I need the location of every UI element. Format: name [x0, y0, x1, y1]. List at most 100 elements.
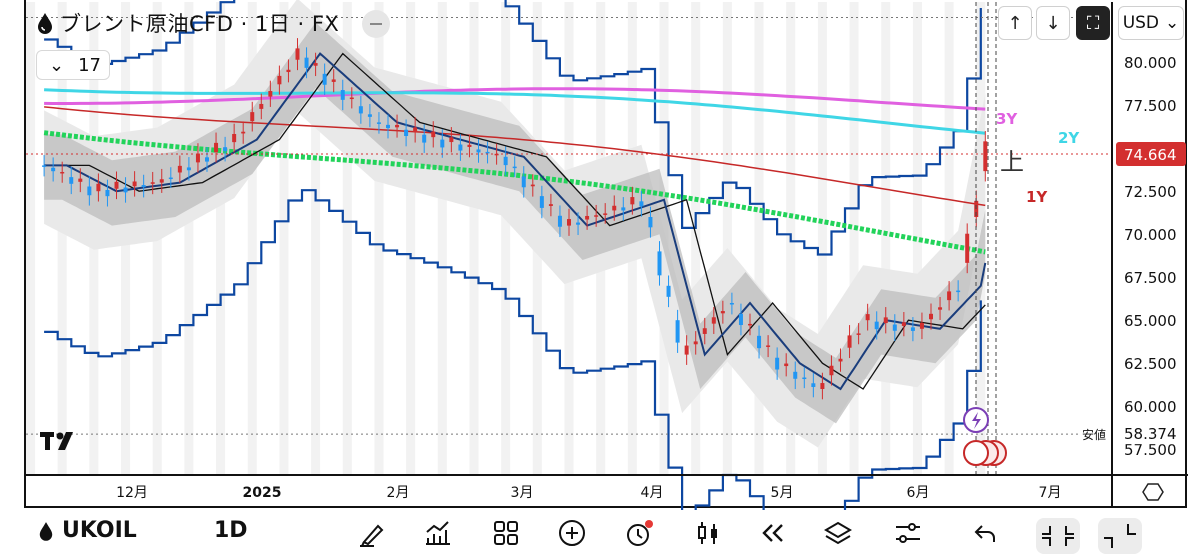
session-band — [944, 2, 954, 475]
hide-icon[interactable] — [362, 10, 390, 38]
candle-body — [784, 363, 789, 367]
candle-body — [657, 251, 662, 276]
indicator-toggle[interactable]: ⌄ 17 — [36, 50, 110, 80]
candle-body — [567, 219, 571, 226]
candle-body — [874, 321, 879, 330]
session-band — [216, 2, 226, 475]
candle-body — [404, 129, 409, 137]
alarm-icon[interactable] — [622, 518, 654, 548]
tradingview-logo — [40, 432, 73, 450]
candle-body — [621, 207, 626, 211]
candle-body — [929, 313, 933, 320]
price-chart[interactable]: 80.000 77.500 72.500 70.000 67.500 65.000 62.5… — [0, 0, 1199, 510]
session-band — [849, 2, 859, 475]
candle-body — [983, 141, 988, 172]
candle-body — [241, 131, 246, 134]
candle-body — [594, 215, 599, 217]
candle-body — [630, 197, 635, 205]
undo-icon[interactable] — [970, 518, 1002, 548]
candle-body — [232, 133, 237, 143]
chart-title: ブレント原油CFD · 1日 · FX — [60, 12, 340, 36]
ma-green-line — [43, 130, 986, 255]
chevron-down-icon: ⌄ — [49, 54, 65, 76]
scroll-up-button[interactable]: ↑ — [998, 6, 1032, 40]
indicator-count: 17 — [78, 54, 101, 76]
candle-body — [205, 157, 209, 162]
candle-body — [901, 322, 906, 326]
low-value: 58.374 — [1124, 425, 1177, 443]
axis-settings-icon[interactable] — [1142, 483, 1164, 501]
candle-body — [720, 311, 725, 314]
settings-sliders-icon[interactable] — [892, 518, 924, 548]
fullscreen-icon[interactable]: ⛶ — [1076, 6, 1110, 40]
candle-body — [494, 153, 499, 156]
price-tick-label: 80.000 — [1124, 54, 1177, 72]
candle-body — [548, 204, 553, 206]
ma-3y-line — [44, 87, 986, 111]
session-band — [247, 2, 257, 475]
scroll-down-button[interactable]: ↓ — [1036, 6, 1070, 40]
candle-body — [78, 178, 83, 182]
time-tick-label: 2025 — [243, 485, 282, 501]
candle-body — [123, 187, 128, 193]
candle-body — [386, 124, 390, 129]
price-tick-label: 62.500 — [1124, 355, 1177, 373]
time-tick-label: 4月 — [641, 485, 664, 501]
candle-body — [684, 345, 689, 355]
layout-icon[interactable] — [490, 518, 522, 548]
candle-body — [648, 217, 653, 228]
session-band — [57, 2, 67, 475]
candle-body — [358, 106, 363, 114]
session-band — [469, 2, 479, 475]
candle-body — [186, 167, 191, 171]
candle-body — [576, 222, 581, 225]
candle-body — [42, 165, 47, 167]
low-value-bg — [1116, 424, 1184, 445]
candle-body — [883, 317, 888, 324]
ma-2y-line — [44, 88, 986, 135]
session-band — [691, 2, 701, 475]
collapse-icon[interactable] — [1036, 518, 1080, 554]
candle-body — [820, 383, 825, 389]
lightning-icon — [972, 412, 981, 429]
us-flag-event-icon[interactable] — [963, 440, 989, 466]
oil-drop-icon — [38, 13, 52, 34]
indicators-icon[interactable] — [422, 518, 454, 548]
add-icon[interactable] — [556, 518, 588, 548]
candle-body — [467, 144, 472, 147]
candle-body — [96, 183, 101, 192]
currency-select[interactable]: USD ⌄ — [1118, 6, 1184, 40]
candle-body — [195, 153, 200, 163]
symbol-selector[interactable]: UKOIL — [38, 518, 137, 543]
chevron-down-icon: ⌄ — [1165, 13, 1180, 33]
session-band — [912, 2, 922, 475]
candle-body — [141, 185, 146, 188]
candle-body — [919, 322, 924, 329]
price-tick-label: 60.000 — [1124, 398, 1177, 416]
candle-body — [585, 215, 590, 220]
candlestick-icon[interactable] — [692, 518, 724, 548]
replay-icon[interactable] — [756, 518, 788, 548]
shrink-icon[interactable] — [1098, 518, 1142, 554]
session-band — [437, 2, 447, 475]
drawing-tools-icon[interactable] — [356, 518, 388, 548]
candle-body — [512, 166, 517, 169]
title-bar[interactable]: ブレント原油CFD · 1日 · FX — [36, 8, 339, 38]
candle-body — [956, 290, 961, 293]
candle-body — [114, 181, 119, 189]
candle-body — [485, 151, 490, 154]
candle-body — [440, 139, 445, 148]
time-tick-label: 5月 — [771, 485, 794, 501]
candle-body — [268, 91, 273, 97]
candle-body — [69, 177, 74, 184]
candle-body — [395, 124, 400, 128]
candle-body — [521, 176, 526, 188]
timeframe-selector[interactable]: 1D — [214, 518, 248, 543]
session-band — [311, 2, 321, 475]
session-band — [881, 2, 891, 475]
layers-icon[interactable] — [822, 518, 854, 548]
candle-body — [331, 79, 336, 82]
candle-body — [829, 365, 834, 376]
session-band — [184, 2, 194, 475]
candle-body — [51, 167, 56, 172]
